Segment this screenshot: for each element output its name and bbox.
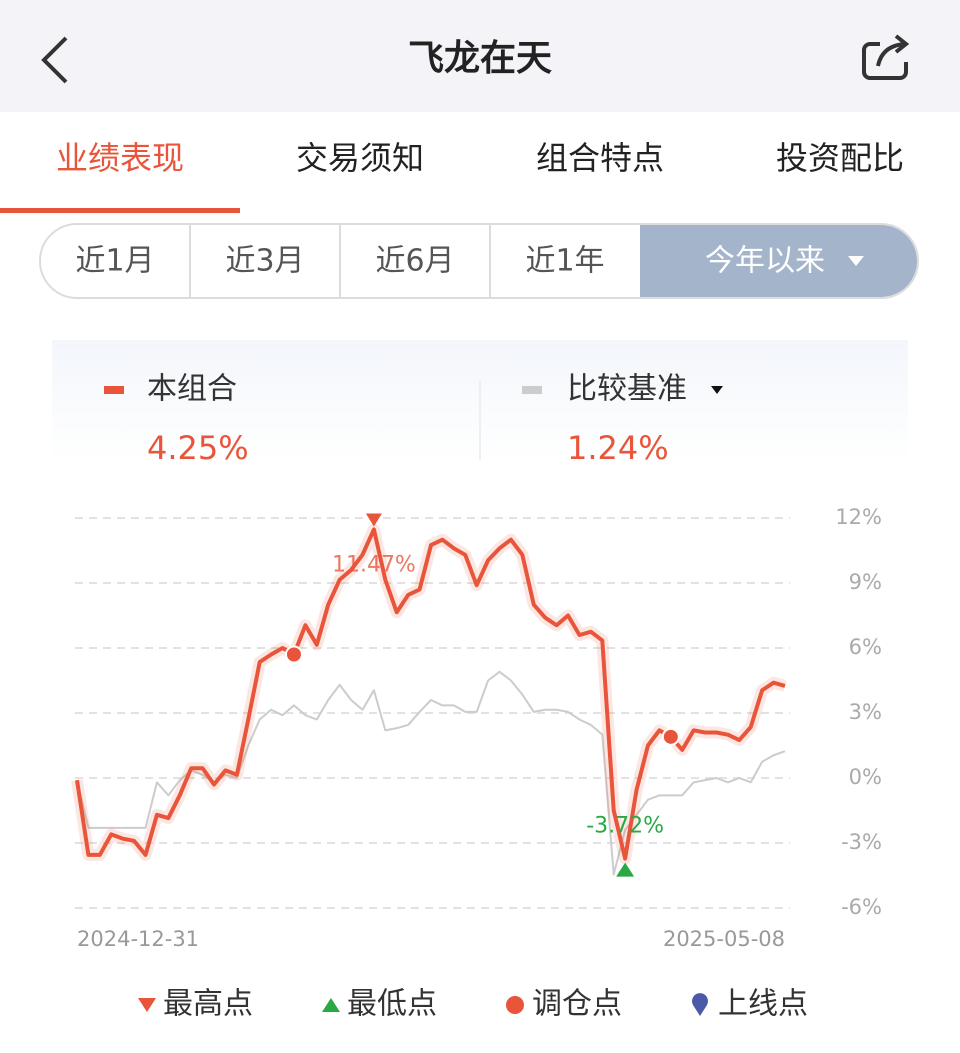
tab-underline [0, 208, 240, 213]
y-tick-label: 6% [849, 635, 882, 659]
period-dividers [189, 225, 491, 297]
legend-label[interactable]: 比较基准 [567, 372, 687, 407]
series-line [76, 670, 786, 876]
series-line [75, 527, 786, 861]
value-label: -3.72% [586, 814, 664, 839]
dropdown-arrow [848, 256, 864, 266]
period-option[interactable]: 近1年 [525, 244, 604, 279]
y-tick-label: -6% [841, 895, 882, 919]
legend-icon [692, 993, 708, 1016]
legend-icon [506, 996, 524, 1014]
tab[interactable]: 投资配比 [776, 139, 904, 177]
legend-swatch [522, 386, 542, 394]
marker-legend-label: 调仓点 [532, 987, 622, 1022]
y-tick-label: 0% [849, 765, 882, 789]
dropdown-arrow [711, 386, 723, 394]
return-value: 1.24% [567, 429, 669, 467]
share-button[interactable] [862, 34, 910, 80]
back-button[interactable] [41, 36, 68, 84]
header-bg [0, 0, 960, 112]
marker-legend-label: 最低点 [347, 987, 437, 1022]
min-marker [616, 862, 635, 877]
period-option[interactable]: 近1月 [75, 244, 154, 279]
marker-legend-label: 上线点 [718, 987, 808, 1022]
rebalance-point [661, 727, 680, 746]
marker-legend-label: 最高点 [163, 987, 253, 1022]
period-active-bg [640, 225, 917, 297]
y-tick-label: -3% [841, 830, 882, 854]
value-label: 11.47% [332, 552, 416, 577]
legend-swatch [104, 386, 124, 394]
chart: -6% -3% 0% 3% 6% 9% 12% 2024-12-31 2025-05-08 11.… [71, 505, 882, 951]
period-option[interactable]: 近3月 [225, 244, 304, 279]
max-marker [365, 513, 382, 527]
tab[interactable]: 交易须知 [296, 139, 424, 177]
period-option[interactable]: 近6月 [375, 244, 454, 279]
tab[interactable]: 组合特点 [536, 139, 664, 177]
period-option[interactable]: 今年以来 [705, 244, 825, 279]
y-tick-label: 9% [849, 570, 882, 594]
legend-icon [322, 998, 340, 1012]
y-tick-label: 3% [849, 700, 882, 724]
rebalance-point [284, 645, 303, 664]
x-tick-label: 2024-12-31 [77, 927, 199, 951]
x-tick-label: 2025-05-08 [663, 927, 785, 951]
tab[interactable]: 业绩表现 [56, 139, 184, 177]
return-value: 4.25% [147, 429, 249, 467]
y-tick-label: 12% [835, 505, 882, 529]
page-title: 飞龙在天 [408, 38, 552, 79]
legend-label: 本组合 [147, 372, 237, 407]
legend-icon [138, 998, 156, 1012]
series-glow [71, 523, 787, 865]
